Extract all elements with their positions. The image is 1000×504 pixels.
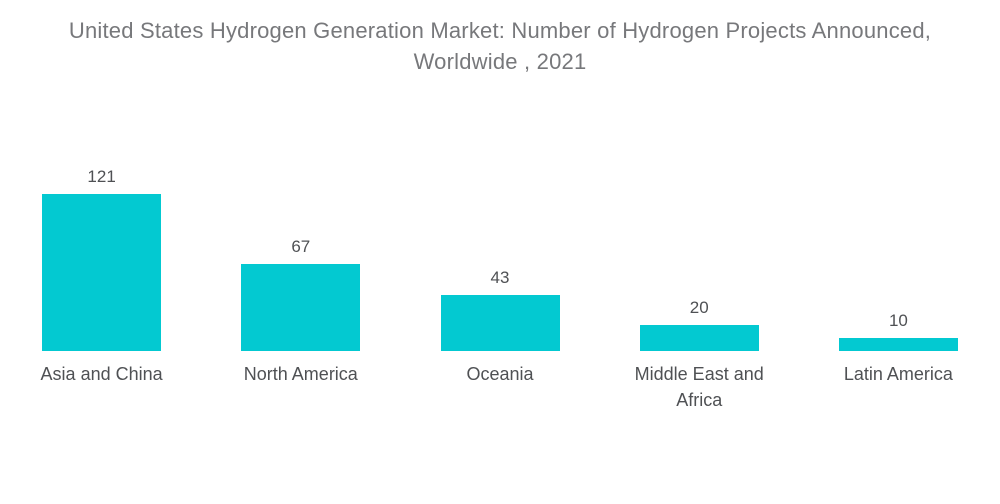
category-label: Oceania: [466, 364, 534, 384]
bar: [42, 194, 162, 351]
chart-title-line1: United States Hydrogen Generation Market…: [68, 18, 932, 43]
bar: [241, 264, 361, 351]
chart-column: 10 Latin America: [799, 160, 998, 413]
chart-column: 121 Asia and China: [2, 160, 201, 413]
category-label: Asia and China: [40, 364, 163, 384]
bar-area: 121: [42, 160, 162, 351]
chart-title-line2: Worldwide , 2021: [413, 49, 587, 74]
bar-area: 67: [241, 160, 361, 351]
bar-chart: 121 Asia and China 67 North America 43 Oceani…: [2, 160, 998, 413]
bar: [440, 295, 560, 351]
category-label: Latin America: [843, 364, 953, 384]
bar-value-label: 10: [888, 311, 908, 330]
bar-area: 20: [639, 160, 759, 351]
bar-value-label: 67: [291, 237, 311, 256]
bar-area: 43: [440, 160, 560, 351]
chart-column: 20 Middle East and Africa: [600, 160, 799, 413]
chart-column: 67 North America: [201, 160, 400, 413]
bar: [639, 325, 759, 351]
chart-title: United States Hydrogen Generation Market…: [0, 15, 1000, 77]
bar-value-label: 43: [490, 268, 510, 287]
category-label: Middle East and Africa: [634, 364, 764, 410]
bar: [838, 338, 958, 351]
bar-area: 10: [838, 160, 958, 351]
chart-column: 43 Oceania: [400, 160, 599, 413]
category-label: North America: [243, 364, 358, 384]
bar-value-label: 20: [689, 298, 709, 317]
bar-value-label: 121: [87, 167, 116, 186]
